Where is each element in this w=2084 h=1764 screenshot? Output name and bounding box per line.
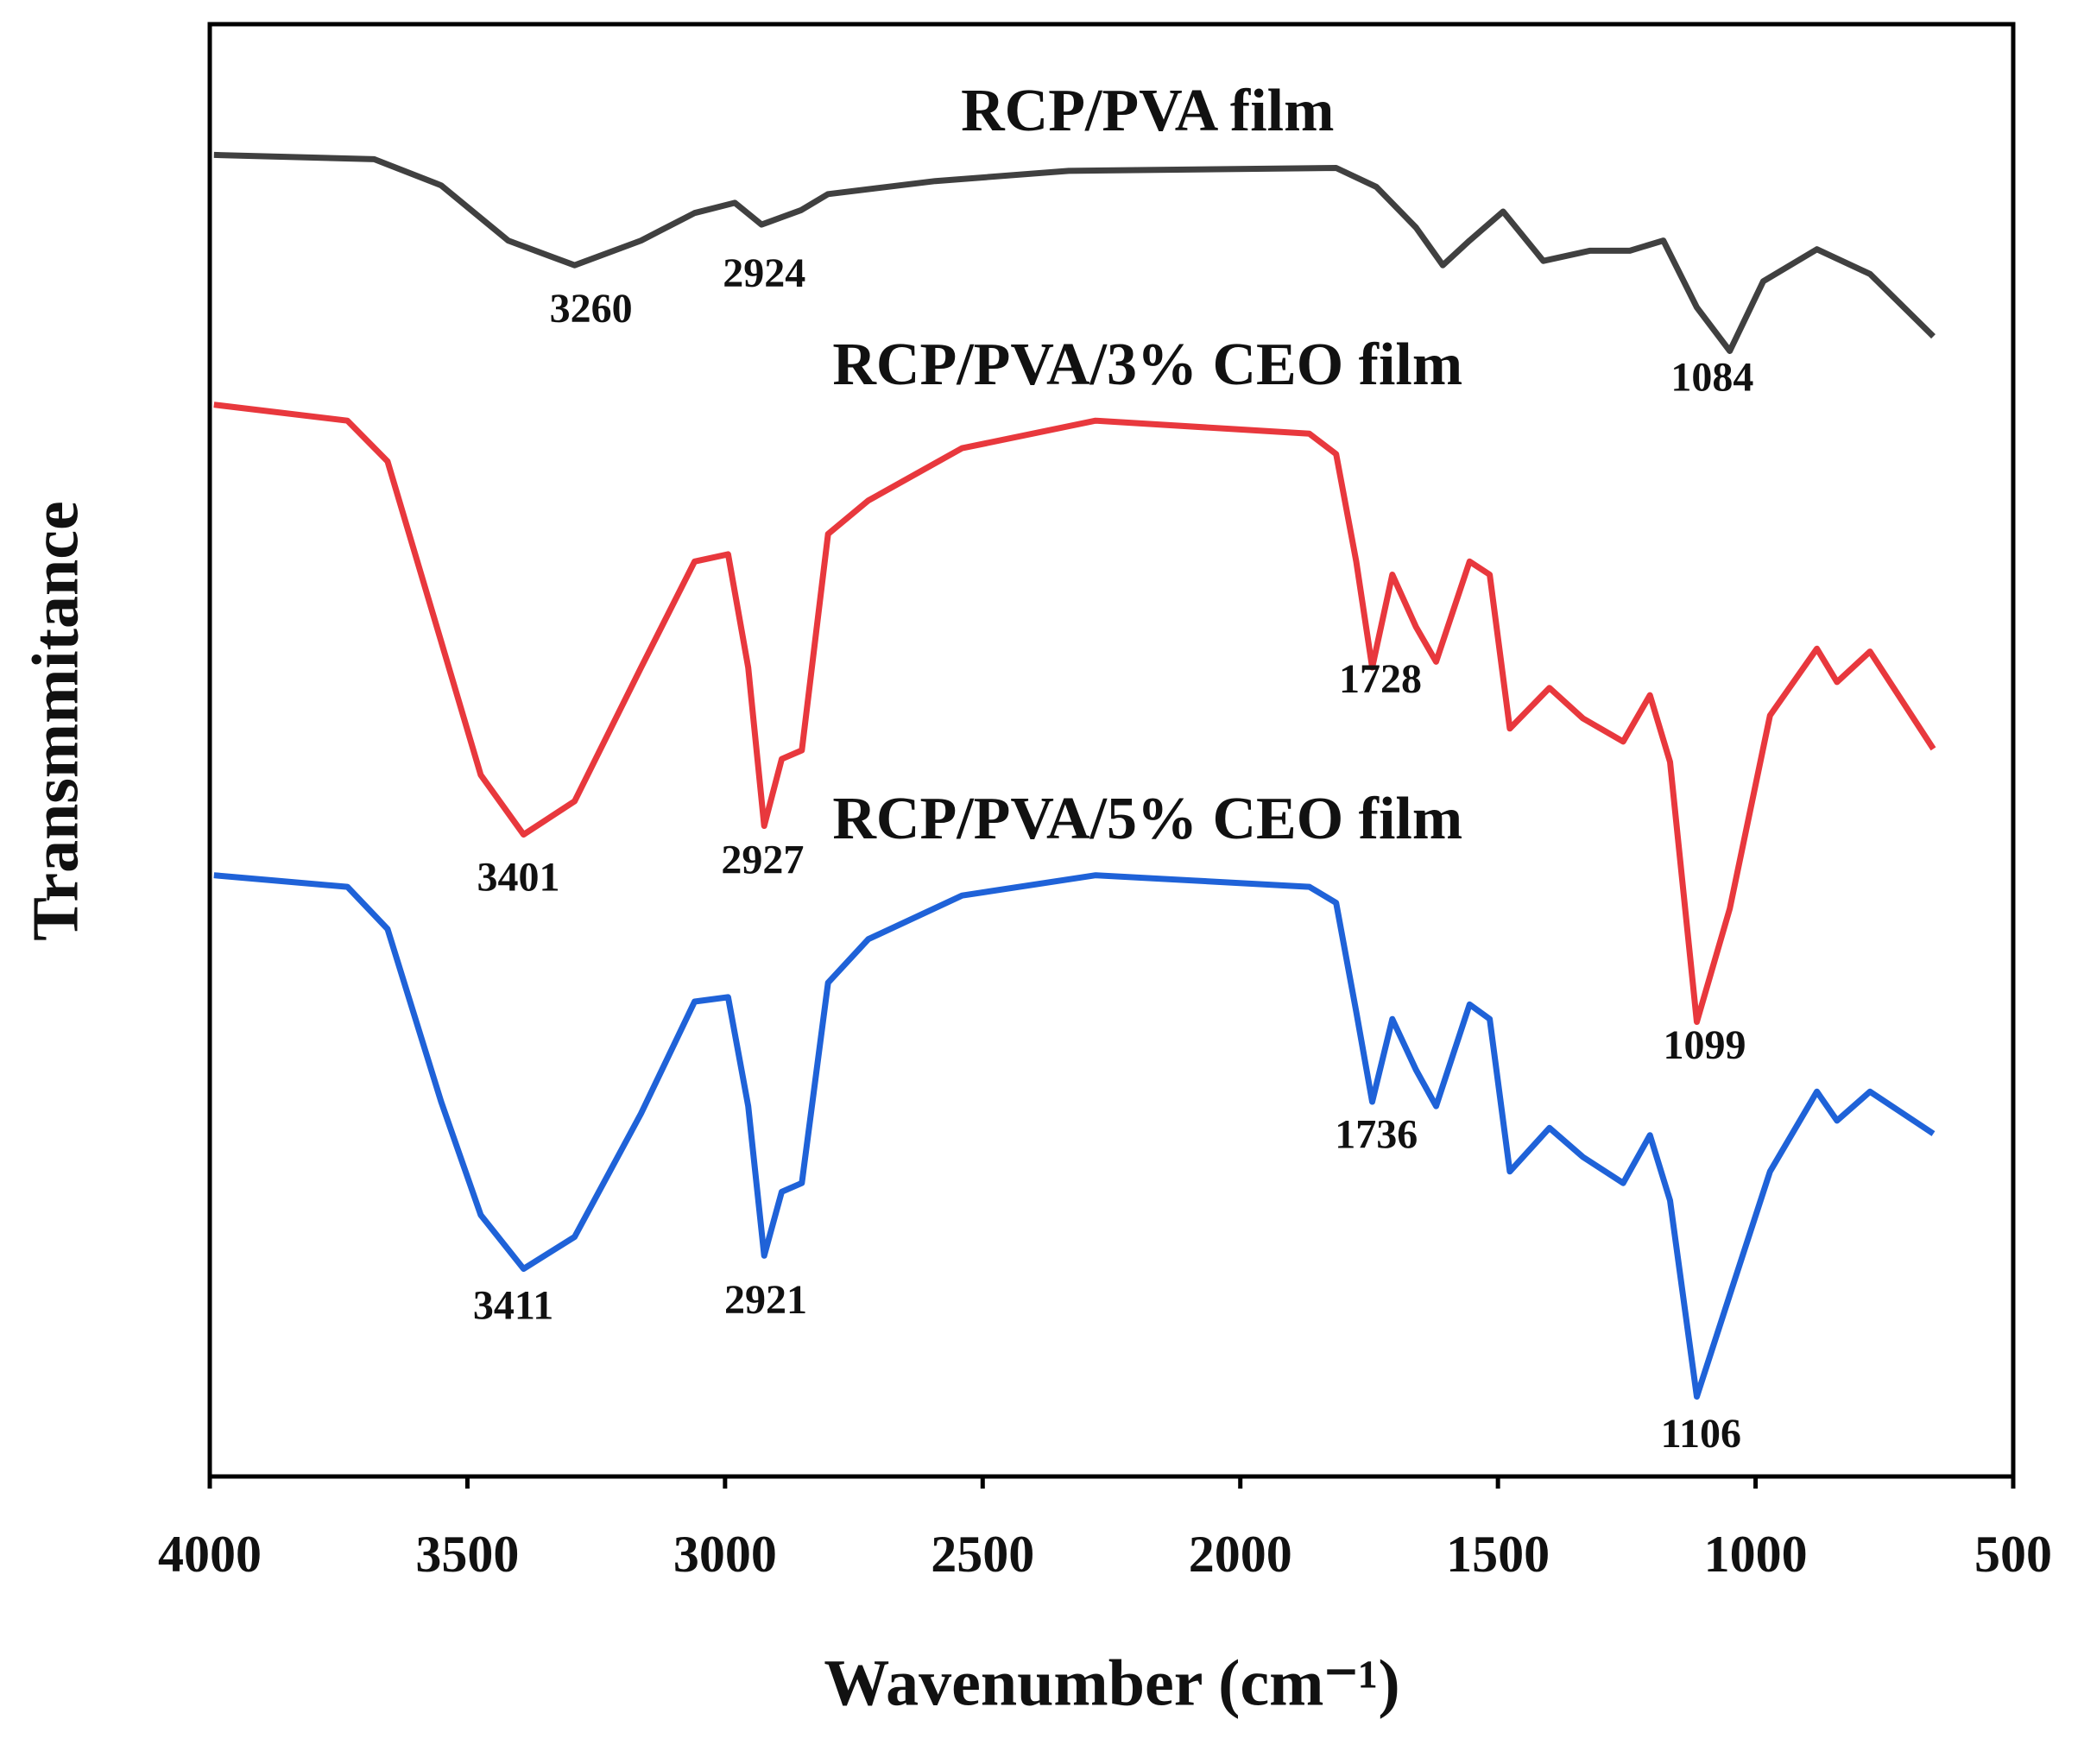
series-line	[213, 401, 1936, 1025]
peak-label: 1084	[1670, 355, 1753, 401]
series-name: RCP/PVA film	[961, 78, 1334, 144]
peak-label: 1106	[1661, 1411, 1741, 1457]
x-tick-label: 4000	[158, 1526, 262, 1583]
peak-label: 2921	[724, 1277, 807, 1323]
peak-label: 3411	[473, 1282, 553, 1328]
peak-label: 2924	[723, 250, 805, 296]
x-axis-title: Wavenumber (cm⁻¹)	[824, 1647, 1399, 1719]
series-line	[213, 151, 1936, 354]
y-axis-title: Transmmitance	[19, 501, 92, 940]
x-tick-label: 1500	[1446, 1526, 1550, 1583]
peak-label: 1099	[1663, 1022, 1746, 1068]
x-tick-label: 3500	[415, 1526, 519, 1583]
x-tick-label: 2500	[931, 1526, 1034, 1583]
peak-label: 3260	[550, 286, 633, 332]
peak-label: 3401	[477, 854, 560, 900]
x-tick-label: 2000	[1189, 1526, 1292, 1583]
series-line	[213, 872, 1936, 1400]
series-name: RCP/PVA/3% CEO film	[832, 332, 1462, 398]
series-name: RCP/PVA/5% CEO film	[832, 786, 1462, 852]
peak-label: 1736	[1335, 1111, 1418, 1157]
peak-label: 1728	[1339, 656, 1422, 702]
x-tick-label: 3000	[673, 1526, 777, 1583]
x-tick-label: 500	[1974, 1526, 2052, 1583]
peak-label: 2927	[721, 838, 804, 883]
x-tick-label: 1000	[1704, 1526, 1808, 1583]
plot-frame	[207, 22, 2016, 1479]
